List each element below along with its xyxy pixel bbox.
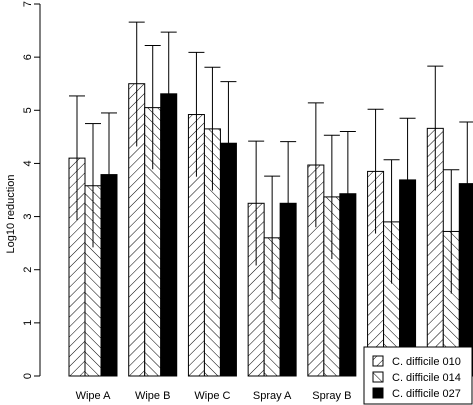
y-tick-label: 4 [22,160,34,166]
bars-group [68,83,473,377]
y-tick-label: 6 [22,54,34,60]
legend-swatch [372,355,384,367]
y-axis: 0 1 2 3 4 5 6 7 [22,1,41,379]
x-tick-label: Spray B [312,390,351,402]
legend-swatch [372,387,384,399]
y-tick-label: 7 [22,1,34,7]
x-tick-label: Spray A [253,390,292,402]
y-tick-label: 3 [22,214,34,220]
legend-label: C. difficile 027 [392,388,461,400]
x-tick-label: Wipe C [194,390,230,402]
y-tick-label: 5 [22,107,34,113]
y-axis-title: Log10 reduction [5,175,17,254]
y-tick-label: 1 [22,320,34,326]
y-tick-label: 2 [22,267,34,273]
legend-swatch [372,371,384,383]
legend-label: C. difficile 010 [392,356,461,368]
error-bars-group [69,21,473,301]
y-tick-label: 0 [22,373,34,379]
legend: C. difficile 010 C. difficile 014 C. diffi… [363,346,473,405]
legend-label: C. difficile 014 [392,372,461,384]
x-tick-label: Wipe A [76,390,112,402]
x-tick-label: Wipe B [135,390,170,402]
